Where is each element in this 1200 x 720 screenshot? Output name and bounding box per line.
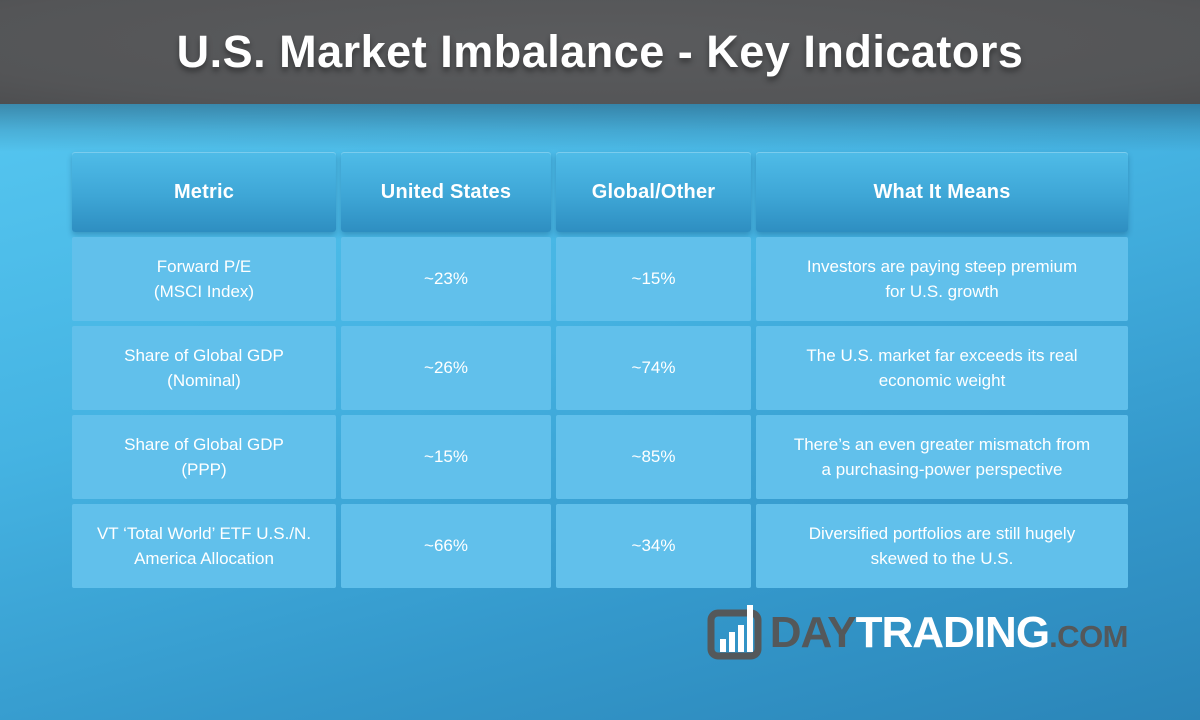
metric-cell: Share of Global GDP (PPP) [72,415,336,499]
meaning-cell: The U.S. market far exceeds its real eco… [756,326,1128,410]
title-bar: U.S. Market Imbalance - Key Indicators [0,0,1200,104]
meaning-line: There’s an even greater mismatch from [793,434,1091,454]
united-states-cell: ~15% [341,415,551,499]
metric-line: VT ‘Total World’ ETF U.S./N. [96,523,312,543]
meaning-line: The U.S. market far exceeds its real [806,345,1078,365]
global-other-cell: ~74% [556,326,751,410]
metric-line: Forward P/E [156,256,252,276]
metric-line: Share of Global GDP [124,434,284,454]
metric-line: (Nominal) [167,371,241,390]
logo-wordmark: DAYTRADING.COM [769,608,1129,657]
meaning-cell: There’s an even greater mismatch from a … [756,415,1128,499]
metric-line: (PPP) [181,460,227,479]
global-other-cell: ~15% [556,237,751,321]
column-header-metric: Metric [72,152,336,232]
daytrading-logo: DAYTRADING.COM [707,602,1128,664]
meaning-line: for U.S. growth [885,282,999,301]
metric-line: (MSCI Index) [153,282,255,301]
bar-chart-icon [707,601,763,666]
content-area: Metric United States Global/Other What I… [0,104,1200,720]
global-other-cell: ~85% [556,415,751,499]
logo-text-trading: TRADING [855,608,1050,657]
page-title: U.S. Market Imbalance - Key Indicators [176,26,1024,77]
column-header-united-states: United States [341,152,551,232]
metric-line: Share of Global GDP [124,345,284,365]
meaning-line: economic weight [878,371,1006,390]
meaning-line: Diversified portfolios are still hugely [808,523,1076,543]
united-states-cell: ~23% [341,237,551,321]
metric-cell: Forward P/E (MSCI Index) [72,237,336,321]
united-states-cell: ~66% [341,504,551,588]
global-other-cell: ~34% [556,504,751,588]
united-states-cell: ~26% [341,326,551,410]
header-shadow [0,104,1200,152]
meaning-line: a purchasing-power perspective [821,460,1063,479]
meaning-cell: Investors are paying steep premium for U… [756,237,1128,321]
meaning-line: Investors are paying steep premium [806,256,1078,276]
meaning-line: skewed to the U.S. [870,549,1014,568]
metric-line: America Allocation [134,549,274,568]
logo-text-day: DAY [769,608,857,657]
meaning-cell: Diversified portfolios are still hugely … [756,504,1128,588]
column-header-global-other: Global/Other [556,152,751,232]
metric-cell: VT ‘Total World’ ETF U.S./N. America All… [72,504,336,588]
metric-cell: Share of Global GDP (Nominal) [72,326,336,410]
logo-text-com: .COM [1049,619,1128,654]
indicators-table: Metric United States Global/Other What I… [72,152,1128,588]
column-header-what-it-means: What It Means [756,152,1128,232]
